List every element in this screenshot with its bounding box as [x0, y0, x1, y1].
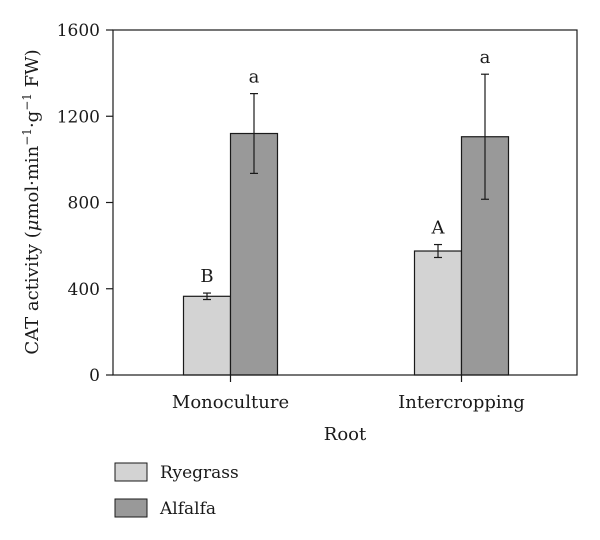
bar-ryegrass-intercropping — [413, 250, 463, 376]
x-axis-title: Root — [324, 424, 367, 445]
legend-label-alfalfa: Alfalfa — [159, 499, 216, 519]
bar-ryegrass-monoculture — [182, 295, 232, 376]
legend: Ryegrass Alfalfa — [114, 462, 239, 519]
y-title-unit2: ·g — [22, 111, 43, 128]
y-tick-label-3: 1200 — [57, 107, 100, 127]
legend-label-ryegrass: Ryegrass — [160, 463, 239, 483]
sig-label-ryegrass-monoculture: B — [200, 266, 213, 287]
y-tick-label-1: 400 — [68, 280, 100, 300]
sig-label-alfalfa-intercropping: a — [480, 47, 491, 68]
labels-layer: B Aa a — [200, 47, 490, 287]
y-tick-label-0: 0 — [89, 366, 100, 386]
y-title-unit1: mol·min — [22, 145, 43, 219]
x-tick-label-intercropping: Intercropping — [398, 392, 525, 413]
y-title-mu: μ — [22, 220, 43, 232]
y-axis-title: CAT activity (μmol·min−1·g−1 FW) — [20, 49, 43, 354]
y-title-exp1: −1 — [20, 128, 34, 146]
y-title-suffix: FW) — [22, 49, 43, 93]
x-tick-label-monoculture: Monoculture — [172, 392, 289, 413]
ticks-layer: 0 400 800 1200 1600 Monoculture Intercropping — [57, 21, 525, 413]
legend-swatch-ryegrass — [114, 462, 148, 482]
bars-layer — [182, 73, 510, 376]
y-tick-label-4: 1600 — [57, 21, 100, 41]
y-title-prefix: CAT activity ( — [22, 231, 43, 354]
sig-label-alfalfa-monoculture: a — [249, 67, 260, 88]
legend-swatch-alfalfa — [114, 498, 148, 518]
y-tick-label-2: 800 — [68, 194, 100, 214]
y-title-exp2: −1 — [20, 93, 34, 111]
sig-label-ryegrass-intercropping: A — [431, 218, 446, 239]
